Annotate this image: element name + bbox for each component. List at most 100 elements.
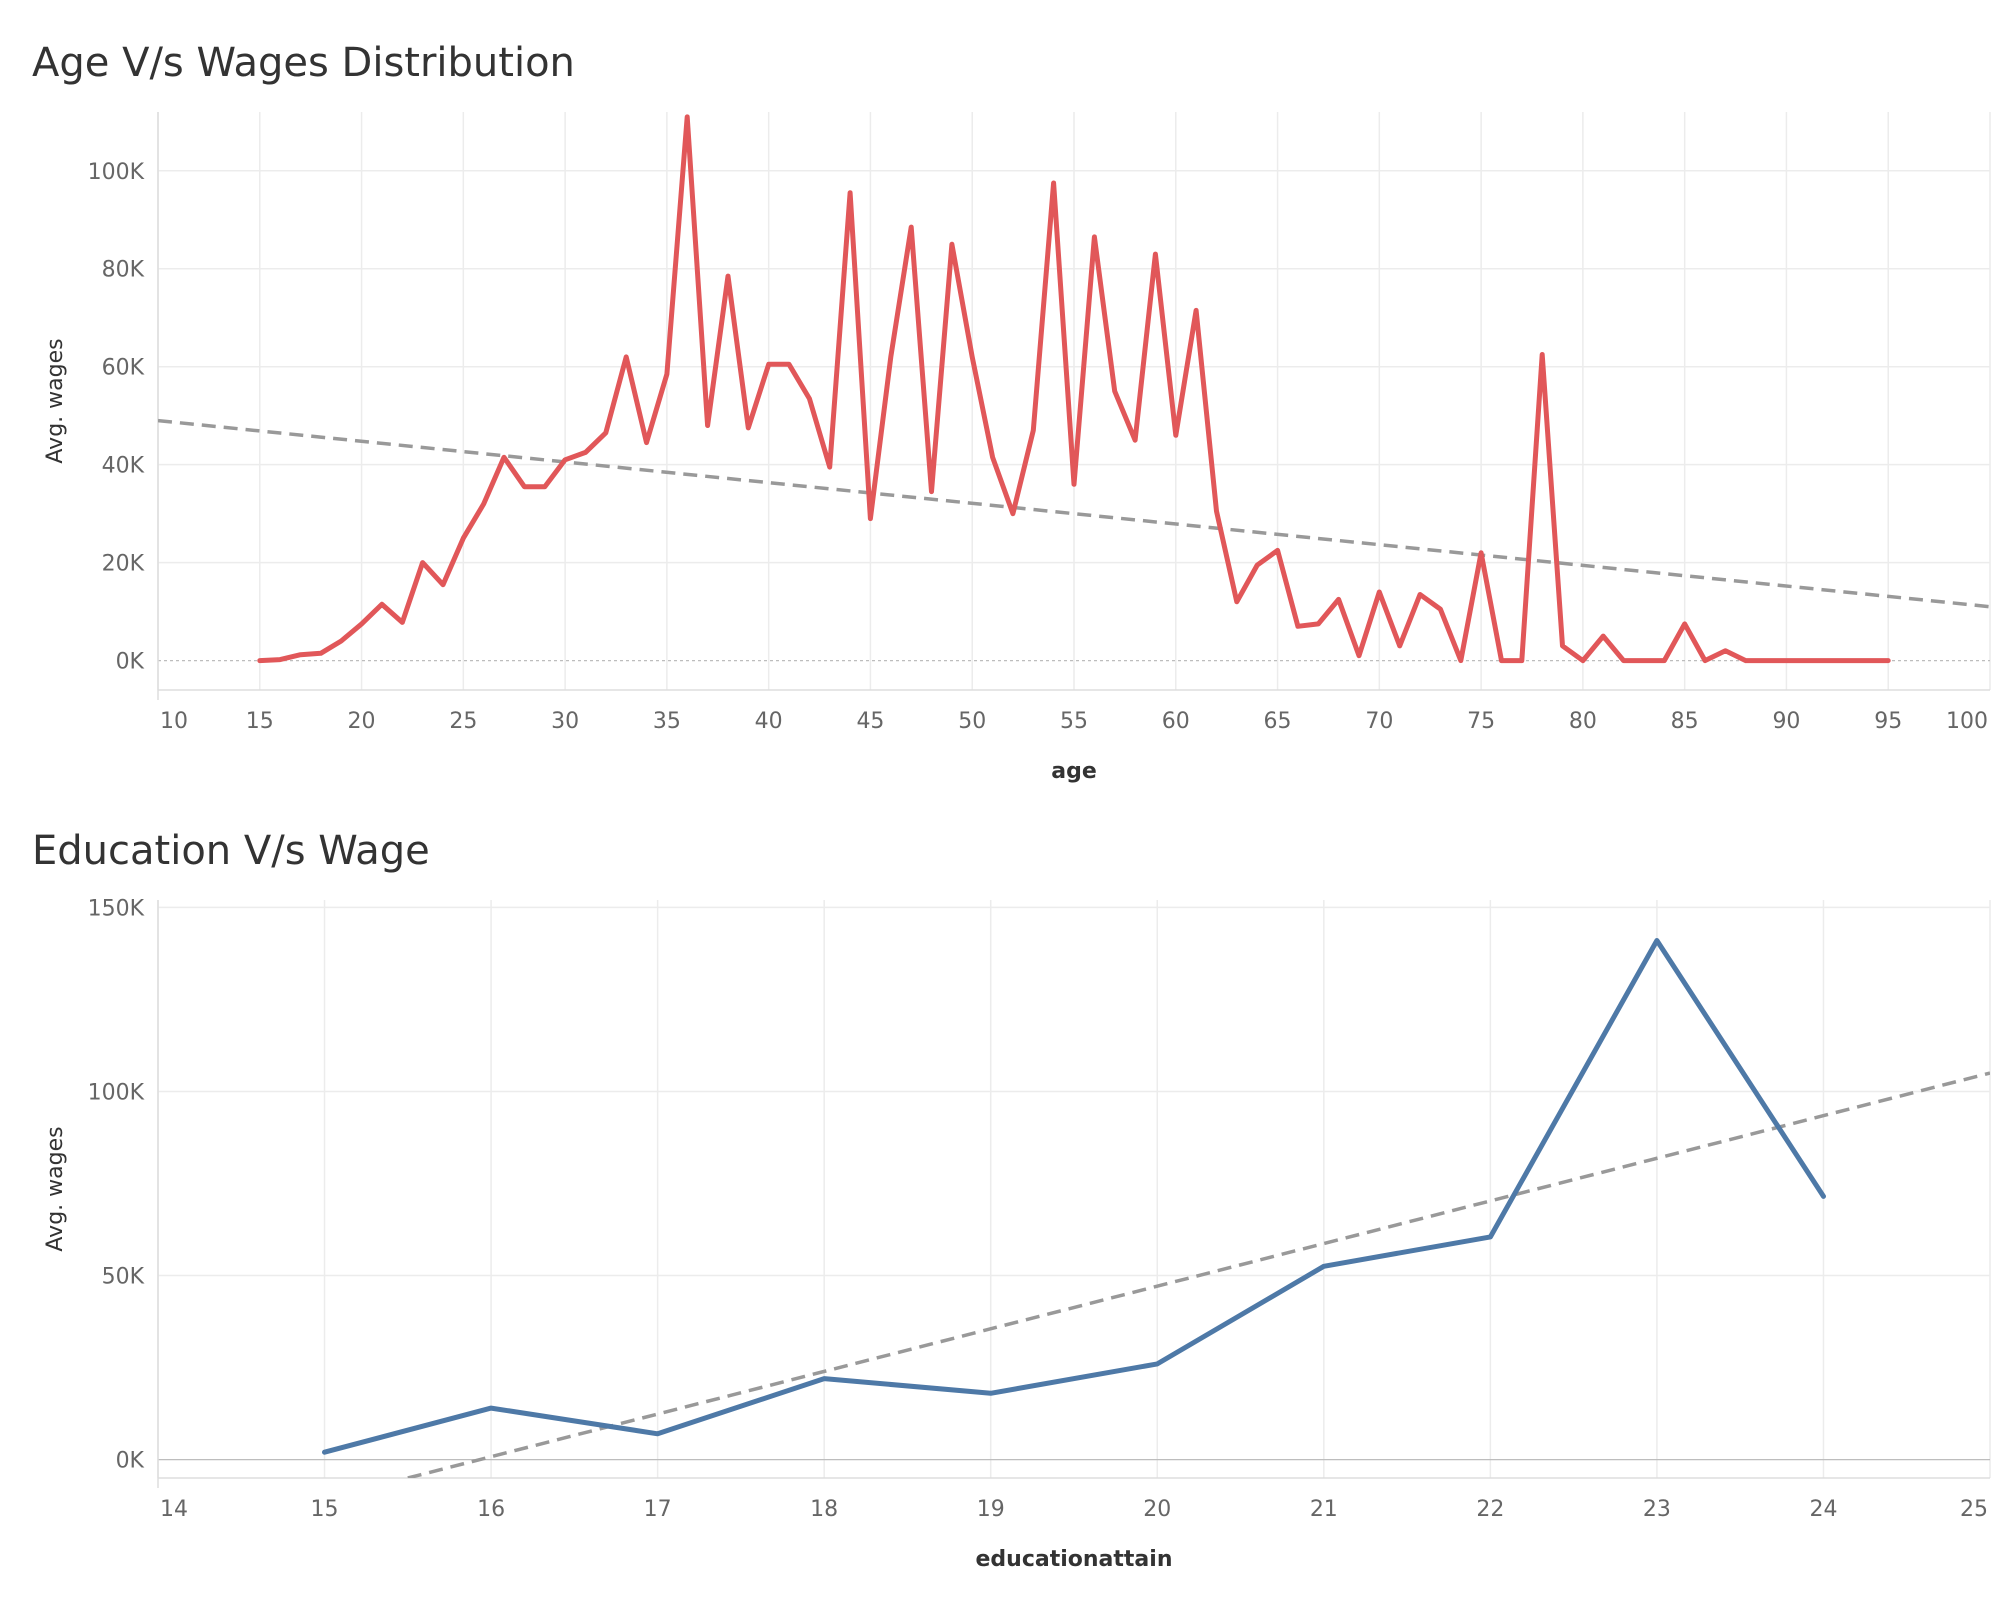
- data-point[interactable]: [1376, 589, 1382, 595]
- data-point[interactable]: [1743, 658, 1749, 664]
- x-tick-label: 21: [1310, 1497, 1338, 1522]
- data-point[interactable]: [867, 516, 873, 522]
- data-point[interactable]: [1498, 658, 1504, 664]
- data-point[interactable]: [908, 224, 914, 230]
- data-point[interactable]: [969, 354, 975, 360]
- data-point[interactable]: [1885, 658, 1891, 664]
- data-point[interactable]: [379, 601, 385, 607]
- data-point[interactable]: [929, 489, 935, 495]
- data-point[interactable]: [277, 657, 283, 663]
- data-point[interactable]: [521, 484, 527, 490]
- data-point[interactable]: [542, 484, 548, 490]
- data-point[interactable]: [1275, 547, 1281, 553]
- data-point[interactable]: [1763, 658, 1769, 664]
- data-point[interactable]: [623, 354, 629, 360]
- data-point[interactable]: [990, 454, 996, 460]
- data-point[interactable]: [1336, 596, 1342, 602]
- data-point[interactable]: [501, 454, 507, 460]
- data-point[interactable]: [1682, 621, 1688, 627]
- data-point[interactable]: [786, 361, 792, 367]
- data-point[interactable]: [847, 190, 853, 196]
- data-point[interactable]: [1213, 508, 1219, 514]
- data-point[interactable]: [582, 449, 588, 455]
- data-point[interactable]: [684, 114, 690, 120]
- data-point[interactable]: [1315, 621, 1321, 627]
- data-point[interactable]: [603, 430, 609, 436]
- data-point[interactable]: [399, 619, 405, 625]
- data-point[interactable]: [1820, 1193, 1826, 1199]
- data-point[interactable]: [1865, 658, 1871, 664]
- data-point[interactable]: [1824, 658, 1830, 664]
- data-point[interactable]: [1539, 351, 1545, 357]
- data-point[interactable]: [988, 1390, 994, 1396]
- data-point[interactable]: [1600, 633, 1606, 639]
- data-point[interactable]: [888, 354, 894, 360]
- data-point[interactable]: [460, 535, 466, 541]
- data-point[interactable]: [1478, 550, 1484, 556]
- data-point[interactable]: [1702, 658, 1708, 664]
- data-point[interactable]: [1417, 591, 1423, 597]
- data-point[interactable]: [806, 396, 812, 402]
- data-point[interactable]: [1010, 511, 1016, 517]
- data-point[interactable]: [1193, 307, 1199, 313]
- data-point[interactable]: [1321, 1263, 1327, 1269]
- data-point[interactable]: [705, 422, 711, 428]
- data-point[interactable]: [1641, 658, 1647, 664]
- data-point[interactable]: [725, 273, 731, 279]
- x-tick-label: 40: [755, 709, 783, 734]
- data-point[interactable]: [488, 1405, 494, 1411]
- data-point[interactable]: [1783, 658, 1789, 664]
- data-point[interactable]: [1152, 251, 1158, 257]
- chart-title-education-wage: Education V/s Wage: [32, 828, 430, 874]
- y-tick-label: 0K: [116, 650, 145, 675]
- trend-line: [407, 1071, 1990, 1478]
- data-point[interactable]: [420, 560, 426, 566]
- data-point[interactable]: [1234, 599, 1240, 605]
- data-point[interactable]: [745, 425, 751, 431]
- data-point[interactable]: [644, 440, 650, 446]
- data-point[interactable]: [1112, 388, 1118, 394]
- data-point[interactable]: [562, 457, 568, 463]
- data-point[interactable]: [949, 241, 955, 247]
- data-point[interactable]: [1580, 658, 1586, 664]
- data-point[interactable]: [1458, 658, 1464, 664]
- chart-title-age-wages: Age V/s Wages Distribution: [32, 40, 575, 86]
- x-tick-label: 19: [977, 1497, 1005, 1522]
- data-point[interactable]: [655, 1431, 661, 1437]
- data-point[interactable]: [1254, 562, 1260, 568]
- data-point[interactable]: [1804, 658, 1810, 664]
- data-point[interactable]: [1154, 1361, 1160, 1367]
- data-point[interactable]: [1722, 648, 1728, 654]
- data-point[interactable]: [1661, 658, 1667, 664]
- data-point[interactable]: [1397, 643, 1403, 649]
- data-point[interactable]: [359, 621, 365, 627]
- data-point[interactable]: [664, 371, 670, 377]
- data-point[interactable]: [297, 652, 303, 658]
- data-point[interactable]: [1173, 432, 1179, 438]
- x-tick-label: 85: [1671, 709, 1699, 734]
- data-point[interactable]: [766, 361, 772, 367]
- data-point[interactable]: [481, 501, 487, 507]
- data-point[interactable]: [1845, 658, 1851, 664]
- data-point[interactable]: [318, 650, 324, 656]
- data-point[interactable]: [322, 1449, 328, 1455]
- data-point[interactable]: [821, 1376, 827, 1382]
- y-tick-label: 100K: [88, 160, 145, 185]
- data-point[interactable]: [1051, 180, 1057, 186]
- data-point[interactable]: [257, 658, 263, 664]
- data-point[interactable]: [1295, 623, 1301, 629]
- data-point[interactable]: [338, 638, 344, 644]
- data-point[interactable]: [1356, 653, 1362, 659]
- data-point[interactable]: [1091, 234, 1097, 240]
- data-point[interactable]: [1487, 1234, 1493, 1240]
- data-point[interactable]: [1654, 937, 1660, 943]
- data-point[interactable]: [1560, 643, 1566, 649]
- data-point[interactable]: [1621, 658, 1627, 664]
- data-point[interactable]: [440, 582, 446, 588]
- data-point[interactable]: [1437, 606, 1443, 612]
- data-point[interactable]: [827, 464, 833, 470]
- data-point[interactable]: [1071, 481, 1077, 487]
- data-point[interactable]: [1132, 437, 1138, 443]
- data-point[interactable]: [1030, 427, 1036, 433]
- data-point[interactable]: [1519, 658, 1525, 664]
